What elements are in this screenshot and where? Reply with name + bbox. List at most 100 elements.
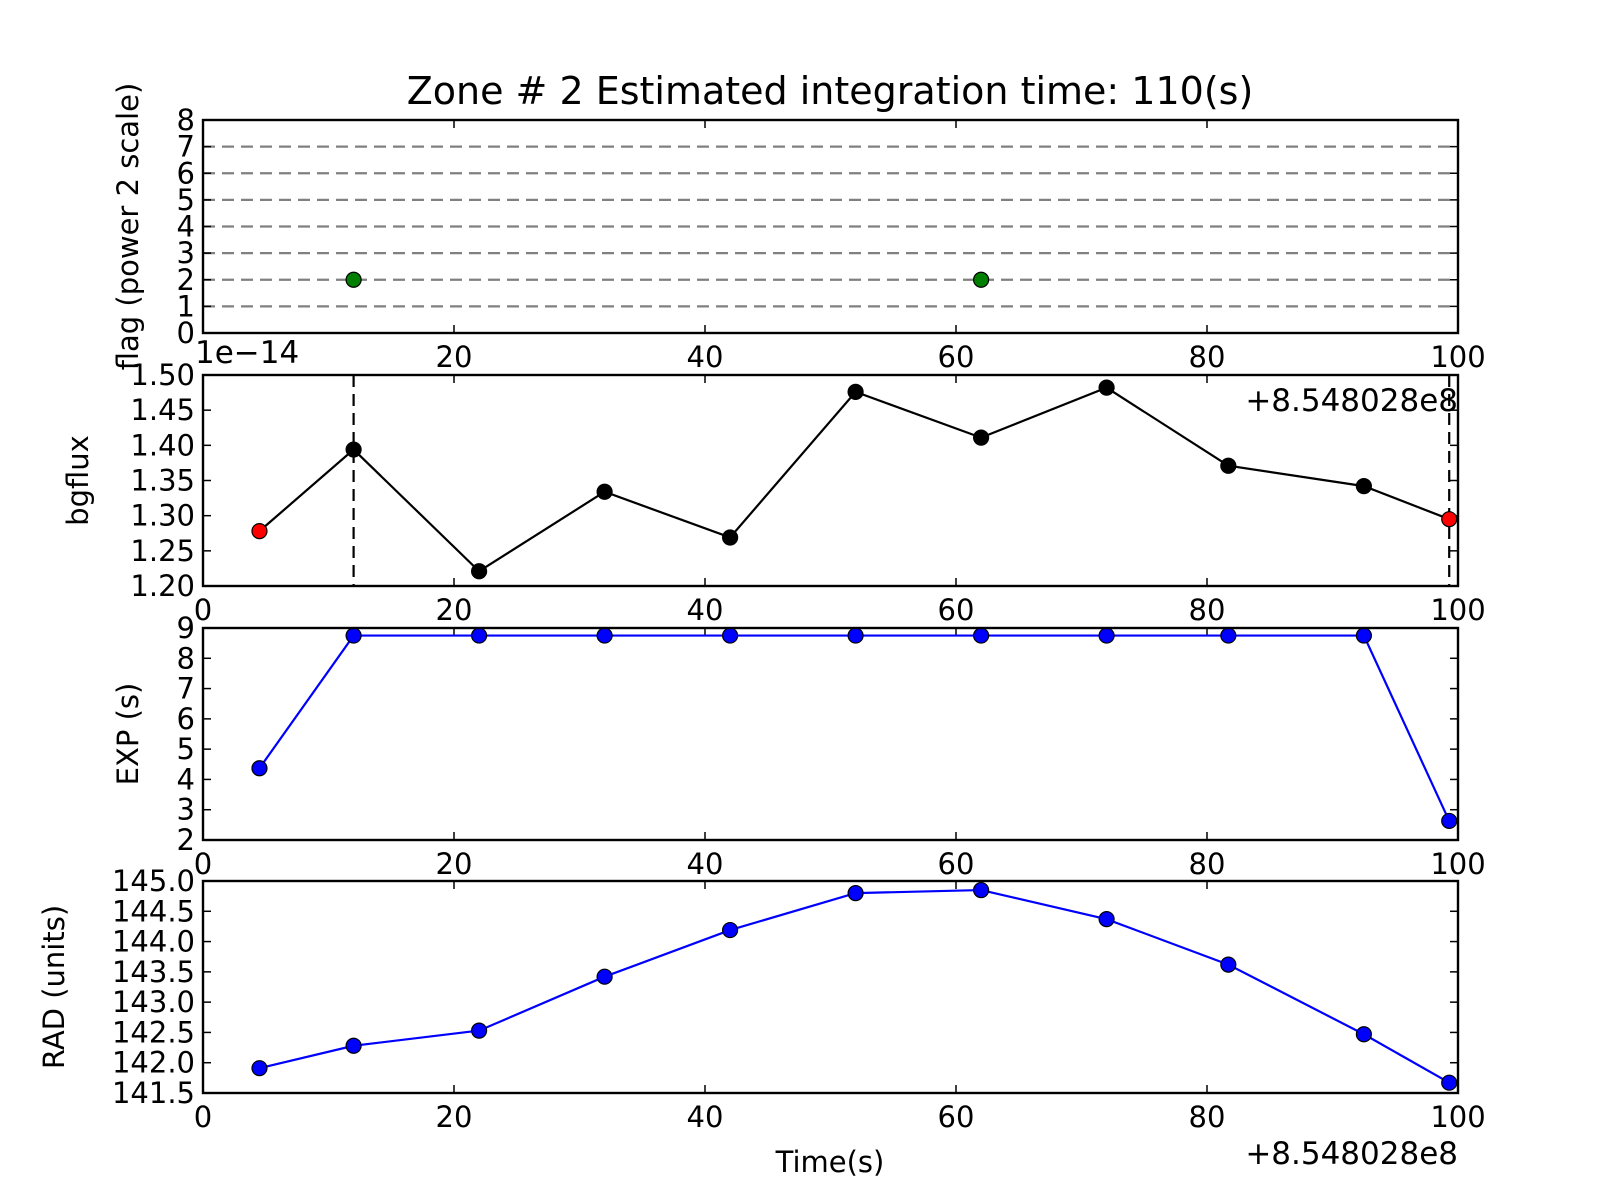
rad-x-tick-label: 20 <box>436 1100 473 1134</box>
rad-series-line <box>259 888 1450 1084</box>
bgflux-y-tick-label: 1.25 <box>130 534 195 568</box>
flag-y-tick-label: 6 <box>177 156 195 190</box>
rad-x-tick-label: 80 <box>1189 1100 1226 1134</box>
exp-y-axis-title: EXP (s) <box>111 683 145 786</box>
flag-data-point <box>345 271 362 288</box>
bgflux-data-point <box>471 563 488 580</box>
bgflux-data-point <box>721 529 739 546</box>
flag-x-tick-label: 20 <box>436 340 473 374</box>
exp-y-tick-label: 7 <box>177 672 195 706</box>
exp-x-tick-label: 40 <box>687 847 724 881</box>
exp-data-point <box>1220 627 1237 644</box>
exp-data-point <box>1441 812 1458 830</box>
flag-y-tick-label: 2 <box>177 263 195 297</box>
rad-data-point <box>1220 956 1237 973</box>
flag-y-tick-label: 4 <box>177 210 195 244</box>
bgflux-data-point <box>345 441 362 458</box>
rad-data-point <box>345 1037 362 1054</box>
exp-data-point <box>596 627 613 644</box>
bgflux-data-point <box>972 429 990 446</box>
exp-data-point <box>251 760 268 777</box>
bgflux-x-tick-label: 20 <box>436 593 473 627</box>
rad-data-point <box>972 881 990 899</box>
exp-y-tick-label: 9 <box>177 611 195 645</box>
rad-x-tick-label: 60 <box>938 1100 975 1134</box>
flag-data-point <box>972 271 990 288</box>
bgflux-y-tick-label: 1.40 <box>130 428 195 462</box>
rad-data-point <box>1355 1026 1372 1043</box>
flag-y-tick-label: 7 <box>177 130 195 164</box>
bgflux-data-point <box>596 483 613 500</box>
rad-x-tick-label: 40 <box>687 1100 724 1134</box>
x-axis-title: Time(s) <box>775 1145 885 1179</box>
bgflux-y-tick-label: 1.35 <box>130 464 195 498</box>
bgflux-data-point <box>1355 478 1372 495</box>
rad-axes-frame <box>201 879 1460 1095</box>
rad-y-tick-label: 142.0 <box>112 1046 195 1080</box>
exp-data-point <box>1355 627 1372 644</box>
rad-data-point <box>251 1060 268 1077</box>
flag-y-tick-label: 5 <box>177 183 195 217</box>
bgflux-data-point <box>847 383 864 400</box>
rad-y-tick-label: 143.5 <box>112 955 195 989</box>
exp-y-tick-label: 2 <box>177 823 195 857</box>
flag-x-tick-label: 40 <box>687 340 724 374</box>
exp-data-point <box>721 627 739 644</box>
rad-data-point <box>1098 911 1115 928</box>
rad-panel: 0 20 40 60 80 100141.5142.0142.5143.0143.5144… <box>37 864 1486 1134</box>
bgflux-data-point <box>1220 457 1237 474</box>
rad-data-point <box>721 921 739 939</box>
rad-y-axis-title: RAD (units) <box>37 905 71 1069</box>
exp-x-tick-label: 80 <box>1189 847 1226 881</box>
exp-y-tick-label: 5 <box>177 732 195 766</box>
bgflux-panel: 0 20 40 60 80 100 1.201.251.301.351.401.451.50… <box>61 335 1486 627</box>
flag-y-tick-label: 8 <box>177 103 195 137</box>
flag-y-tick-label: 1 <box>177 289 195 323</box>
rad-data-point <box>1441 1074 1458 1091</box>
bgflux-y-tick-label: 1.45 <box>130 393 195 427</box>
bgflux-x-tick-label: 60 <box>938 593 975 627</box>
bgflux-y-tick-label: 1.30 <box>130 499 195 533</box>
bgflux-y-tick-label: 1.50 <box>130 358 195 392</box>
rad-y-tick-label: 145.0 <box>112 864 195 898</box>
flag-y-tick-label: 3 <box>177 236 195 270</box>
flag-x-tick-label: 80 <box>1189 340 1226 374</box>
rad-data-point <box>847 885 864 902</box>
bgflux-axes-frame <box>201 373 1460 588</box>
exp-data-point <box>471 627 488 644</box>
bgflux-x-tick-label: 100 <box>1430 593 1485 627</box>
bgflux-y-exponent-label: 1e−14 <box>195 335 299 371</box>
exp-data-point <box>972 627 990 644</box>
bgflux-y-tick-label: 1.20 <box>130 569 195 603</box>
exp-data-point <box>1098 627 1115 644</box>
rad-data-point <box>596 968 613 985</box>
chart-title: Zone # 2 Estimated integration time: 110… <box>407 69 1254 113</box>
exp-x-tick-label: 60 <box>938 847 975 881</box>
bgflux-x-tick-label: 40 <box>687 593 724 627</box>
exp-axes-frame <box>201 626 1460 842</box>
bgflux-x-tick-label: 80 <box>1189 593 1226 627</box>
exp-y-tick-label: 4 <box>177 762 195 796</box>
bgflux-y-axis-title: bgflux <box>61 435 95 526</box>
rad-y-tick-label: 144.5 <box>112 894 195 928</box>
bgflux-data-point <box>1441 511 1458 528</box>
x-offset-label: +8.548028e8 <box>1245 1136 1458 1172</box>
rad-data-point <box>471 1022 488 1039</box>
rad-y-tick-label: 144.0 <box>112 925 195 959</box>
exp-data-point <box>345 627 362 644</box>
exp-x-tick-label: 0 <box>194 847 212 881</box>
bgflux-x-offset-label: +8.548028e8 <box>1245 383 1458 419</box>
rad-y-tick-label: 143.0 <box>112 985 195 1019</box>
exp-y-tick-label: 6 <box>177 702 195 736</box>
flag-x-tick-label: 60 <box>938 340 975 374</box>
exp-y-tick-label: 3 <box>177 793 195 827</box>
exp-data-point <box>847 627 864 644</box>
flag-axes-frame <box>201 118 1460 335</box>
rad-y-tick-label: 142.5 <box>112 1015 195 1049</box>
bgflux-x-tick-label: 0 <box>194 593 212 627</box>
bgflux-data-point <box>1098 379 1115 396</box>
